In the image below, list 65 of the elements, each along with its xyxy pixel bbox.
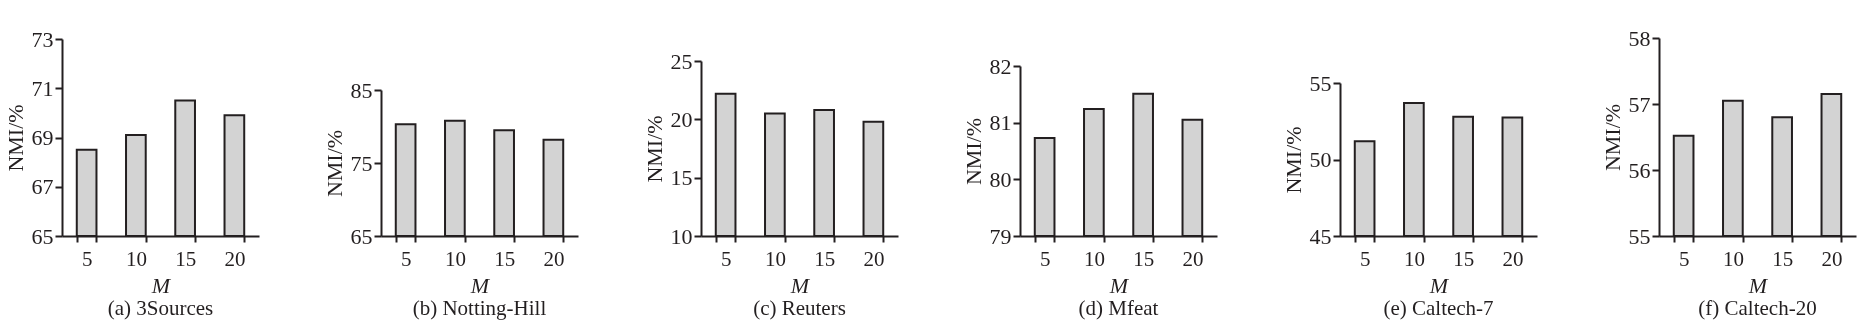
x-tick-label: 20 <box>543 246 565 271</box>
y-tick-label: 82 <box>989 53 1012 79</box>
x-tick-label: 15 <box>175 246 197 271</box>
y-axis-title: NMI/% <box>1599 103 1625 172</box>
x-tick-label: 5 <box>401 246 412 271</box>
y-tick-label: 65 <box>31 223 54 249</box>
text: (f) Caltech-20 <box>1698 296 1817 320</box>
x-tick-label: 5 <box>720 246 732 271</box>
x-tick-label: 15 <box>1452 246 1474 271</box>
y-tick-label: 57 <box>1628 91 1651 117</box>
text: (a) 3Sources <box>107 296 214 320</box>
x-tick-label: 15 <box>1133 246 1155 271</box>
y-tick-label: 20 <box>670 106 693 132</box>
y-axis-title: NMI/% <box>321 129 347 198</box>
x-tick-label: 20 <box>224 246 246 271</box>
x-tick-label: 20 <box>1501 246 1523 271</box>
text: (e) Caltech-7 <box>1382 296 1494 320</box>
x-tick-label: 20 <box>1821 246 1843 271</box>
y-axis-title: NMI/% <box>1280 126 1306 194</box>
y-axis-title: NMI/% <box>641 115 667 183</box>
text: (b) Notting-Hill <box>413 296 547 320</box>
x-tick-label: 10 <box>1084 246 1106 271</box>
x-axis-title: M <box>1428 272 1450 298</box>
y-tick-label: 85 <box>350 77 373 103</box>
y-tick-label: 79 <box>989 223 1012 249</box>
x-tick-label: 5 <box>1678 246 1690 271</box>
x-tick-label: 10 <box>764 246 786 271</box>
y-tick-label: 15 <box>670 165 693 191</box>
x-tick-label: 15 <box>1772 246 1794 271</box>
x-axis-title: M <box>789 272 811 298</box>
x-tick-label: 10 <box>1403 246 1425 271</box>
y-tick-label: 75 <box>350 150 373 176</box>
y-tick-label: 71 <box>31 75 54 101</box>
y-tick-label: 80 <box>989 166 1012 192</box>
x-tick-label: 20 <box>1182 246 1204 271</box>
y-tick-label: 10 <box>670 223 693 249</box>
x-tick-label: 10 <box>1722 246 1744 271</box>
x-tick-label: 5 <box>1040 246 1051 271</box>
x-tick-label: 5 <box>81 246 93 271</box>
x-axis-title: M <box>150 272 172 298</box>
x-tick-label: 10 <box>125 246 147 271</box>
text: (c) Reuters <box>752 296 846 320</box>
x-axis-title: M <box>1747 272 1769 298</box>
x-axis-title: M <box>1109 272 1131 298</box>
y-tick-label: 45 <box>1309 223 1332 249</box>
y-tick-label: 55 <box>1628 223 1651 249</box>
y-tick-label: 69 <box>31 125 54 150</box>
x-tick-label: 10 <box>445 246 467 271</box>
y-tick-label: 58 <box>1628 25 1651 51</box>
y-tick-label: 25 <box>670 48 693 74</box>
x-axis-title: M <box>470 272 492 298</box>
x-tick-label: 15 <box>813 246 835 271</box>
y-tick-label: 81 <box>989 110 1012 136</box>
y-tick-label: 73 <box>31 26 54 52</box>
y-tick-label: 65 <box>350 223 373 249</box>
y-axis-title: NMI/% <box>2 104 28 172</box>
y-tick-label: 67 <box>31 174 54 200</box>
text: (d) Mfeat <box>1078 296 1159 320</box>
y-tick-label: 55 <box>1309 70 1332 96</box>
y-tick-label: 56 <box>1628 157 1651 183</box>
x-tick-label: 20 <box>863 246 885 271</box>
y-axis-title: NMI/% <box>960 117 986 186</box>
y-tick-label: 50 <box>1309 147 1332 172</box>
x-tick-label: 15 <box>494 246 516 271</box>
x-tick-label: 5 <box>1359 246 1370 271</box>
